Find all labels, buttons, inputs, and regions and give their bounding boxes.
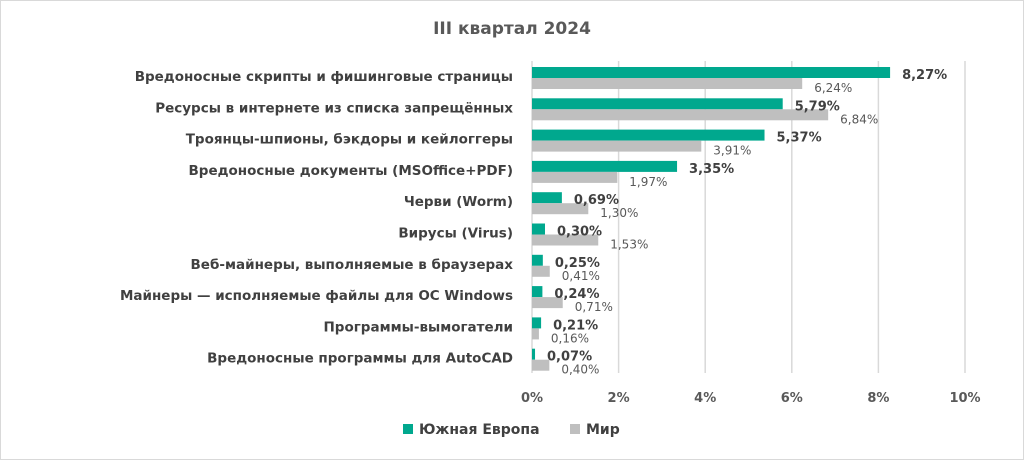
category-label: Вредоносные документы (MSOffice+PDF) <box>189 163 514 179</box>
legend-swatch <box>403 424 413 434</box>
data-label-south-europe: 0,21% <box>553 318 598 333</box>
data-label-world: 0,71% <box>575 300 613 314</box>
x-tick-label: 4% <box>694 391 716 406</box>
bar-world <box>532 203 589 215</box>
data-label-south-europe: 3,35% <box>689 162 734 177</box>
bar-south-europe <box>532 317 542 329</box>
bar-south-europe <box>532 160 678 172</box>
data-label-world: 1,53% <box>610 238 648 252</box>
data-label-south-europe: 8,27% <box>902 68 947 83</box>
x-tick-label: 2% <box>608 391 630 406</box>
data-label-south-europe: 0,25% <box>555 256 600 271</box>
category-label: Майнеры — исполняемые файлы для ОС Windo… <box>120 288 513 304</box>
x-tick-label: 10% <box>949 391 980 406</box>
bar-south-europe <box>532 67 891 78</box>
bar-world <box>532 78 803 89</box>
bar-south-europe <box>532 348 536 360</box>
bar-world <box>532 328 539 340</box>
data-label-south-europe: 0,30% <box>557 225 602 240</box>
bar-south-europe <box>532 98 783 110</box>
legend-label: Южная Европа <box>419 422 540 438</box>
data-label-world: 0,41% <box>562 269 600 283</box>
bar-world <box>532 234 599 246</box>
x-tick-label: 8% <box>867 391 889 406</box>
bar-world <box>532 359 550 371</box>
category-label: Вредоносные программы для AutoCAD <box>207 351 513 367</box>
data-label-south-europe: 5,37% <box>777 131 822 146</box>
category-label: Черви (Worm) <box>404 194 513 210</box>
bar-world <box>532 171 618 183</box>
data-label-world: 6,24% <box>814 81 852 95</box>
category-label: Троянцы-шпионы, бэкдоры и кейлоггеры <box>186 132 513 148</box>
x-tick-label: 6% <box>781 391 803 406</box>
data-label-south-europe: 0,07% <box>547 350 592 365</box>
chart-title: III квартал 2024 <box>433 19 591 39</box>
data-label-world: 6,84% <box>840 112 878 126</box>
bar-world <box>532 265 550 277</box>
bar-world <box>532 140 702 152</box>
data-label-world: 1,30% <box>600 206 638 220</box>
bar-south-europe <box>532 129 765 141</box>
bar-world <box>532 297 563 309</box>
bar-world <box>532 109 829 121</box>
category-label: Программы-вымогатели <box>324 319 514 335</box>
bar-south-europe <box>532 223 545 235</box>
bar-south-europe <box>532 254 543 266</box>
data-label-world: 1,97% <box>629 175 667 189</box>
data-label-world: 0,40% <box>561 363 599 377</box>
legend-label: Мир <box>586 422 620 438</box>
category-label: Веб-майнеры, выполняемые в браузерах <box>191 257 514 273</box>
category-label: Вирусы (Virus) <box>398 226 513 242</box>
category-label: Ресурсы в интернете из списка запрещённы… <box>155 100 513 116</box>
bar-south-europe <box>532 286 543 298</box>
bar-south-europe <box>532 192 562 204</box>
category-label: Вредоносные скрипты и фишинговые страниц… <box>135 69 513 85</box>
data-label-south-europe: 5,79% <box>795 99 840 114</box>
data-label-south-europe: 0,24% <box>554 287 599 302</box>
legend-swatch <box>570 424 580 434</box>
x-tick-label: 0% <box>521 391 543 406</box>
data-label-south-europe: 0,69% <box>574 193 619 208</box>
data-label-world: 3,91% <box>713 144 751 158</box>
data-label-world: 0,16% <box>551 331 589 345</box>
